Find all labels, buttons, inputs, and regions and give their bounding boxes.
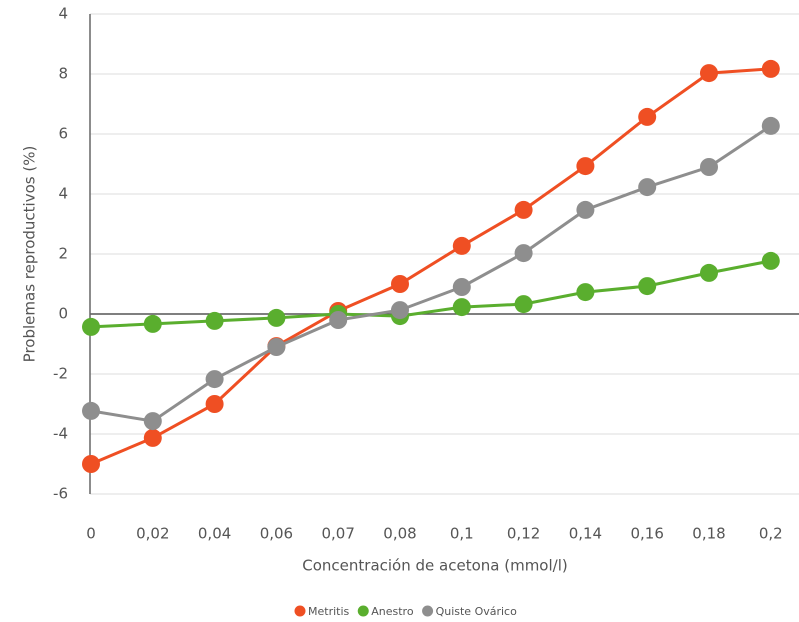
point <box>761 59 780 78</box>
x-tick-label: 0,16 <box>630 525 663 543</box>
x-tick-label: 0,18 <box>692 525 725 543</box>
point <box>205 395 224 413</box>
point <box>700 64 718 83</box>
series-line <box>90 259 772 329</box>
x-tick-label: 0,04 <box>198 525 231 543</box>
y-tick-label: 0 <box>58 305 68 323</box>
x-tick-label: 0,02 <box>136 525 169 543</box>
y-tick-label: 4 <box>58 185 68 203</box>
point <box>700 263 718 282</box>
point <box>82 401 100 420</box>
point <box>205 311 224 330</box>
x-tick-label: 0,1 <box>450 525 474 543</box>
point <box>638 277 657 296</box>
point <box>391 301 409 320</box>
x-axis-label: Concentración de acetona (mmol/l) <box>302 557 567 575</box>
point <box>267 338 286 356</box>
series-line <box>90 67 771 466</box>
point <box>143 314 162 333</box>
legend-marker <box>294 605 306 617</box>
x-tick-label: 0,06 <box>260 525 293 543</box>
y-tick-label: -4 <box>53 425 68 443</box>
point <box>143 412 162 431</box>
legend-marker <box>357 605 369 617</box>
point <box>452 278 471 296</box>
point <box>329 311 348 329</box>
x-tick-label: 0,07 <box>321 525 354 543</box>
y-tick-label: 8 <box>58 65 68 83</box>
x-tick-label: 0,08 <box>383 525 416 543</box>
point <box>452 236 471 255</box>
point <box>82 455 100 473</box>
point <box>452 298 471 317</box>
x-tick-label: 0,14 <box>569 525 602 543</box>
y-tick-label: -6 <box>53 485 68 503</box>
y-tick-label: 4 <box>58 5 68 23</box>
point <box>576 157 595 176</box>
point <box>761 251 780 270</box>
point <box>514 244 533 263</box>
point <box>391 275 409 293</box>
point <box>267 308 286 327</box>
x-tick-label: 0,2 <box>759 525 783 543</box>
x-tick-label: 0,12 <box>507 525 540 543</box>
point <box>514 200 533 219</box>
y-axis-label: Problemas reproductivos (%) <box>21 146 39 363</box>
y-tick-label: 2 <box>58 245 68 263</box>
x-tick-label: 0 <box>86 525 96 543</box>
series-line <box>90 124 772 423</box>
point <box>761 116 780 135</box>
legend-marker <box>422 605 434 617</box>
point <box>205 370 224 389</box>
y-tick-label: 6 <box>58 125 68 143</box>
point <box>700 158 718 176</box>
point <box>638 178 657 197</box>
point <box>143 428 162 447</box>
point <box>82 317 100 336</box>
legend-label: Quiste Ovárico <box>436 605 518 618</box>
point <box>576 200 595 219</box>
legend-label: Metritis <box>308 605 350 618</box>
y-tick-label: -2 <box>53 365 68 383</box>
legend-label: Anestro <box>371 605 414 618</box>
point <box>576 283 595 302</box>
point <box>514 295 533 314</box>
point <box>638 107 657 126</box>
